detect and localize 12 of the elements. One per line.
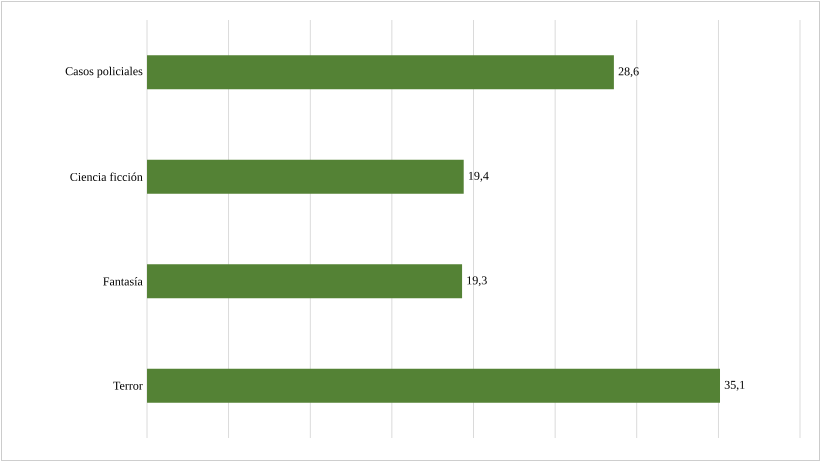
data-label: 19,4 <box>468 172 489 182</box>
y-tick-label: Ciencia ficción <box>70 172 143 182</box>
data-label: 19,3 <box>467 276 487 286</box>
bar <box>147 264 462 298</box>
y-tick-label: Terror <box>113 382 143 390</box>
y-tick-label: Casos policiales <box>66 66 142 78</box>
bar <box>147 368 720 403</box>
data-label: 28,6 <box>618 67 639 78</box>
bar <box>147 160 464 194</box>
data-label: 35,1 <box>724 380 744 391</box>
bar <box>147 55 614 90</box>
y-tick-label: Fantasía <box>103 277 143 286</box>
